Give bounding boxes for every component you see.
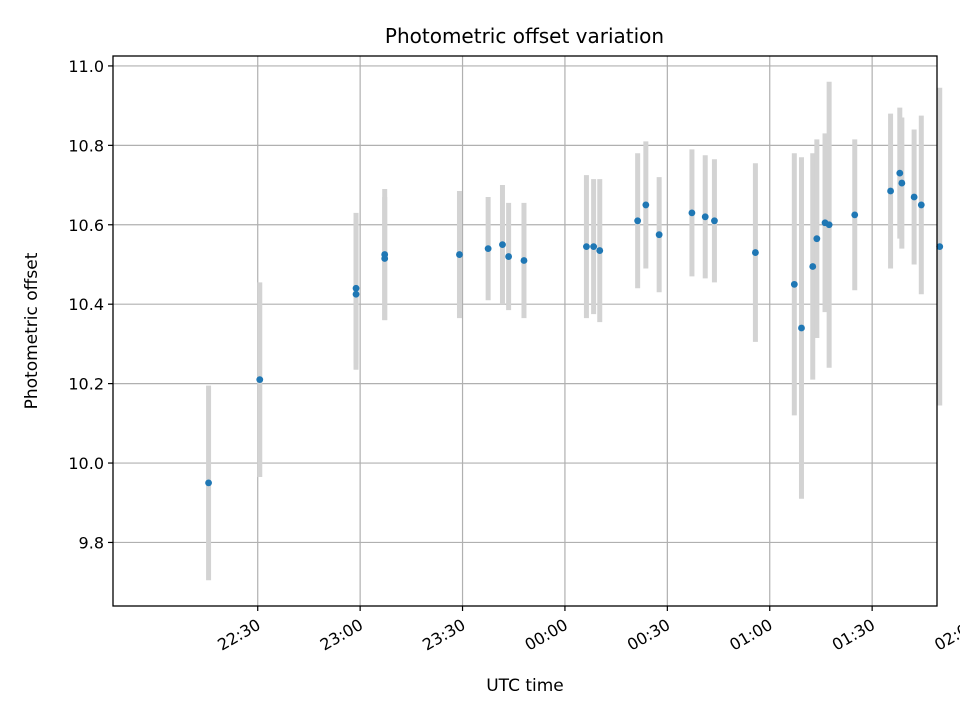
data-point	[688, 209, 696, 217]
y-axis-label: Photometric offset	[22, 252, 42, 409]
data-point	[809, 263, 817, 270]
y-tick-label: 10.8	[68, 136, 104, 155]
data-point	[520, 257, 528, 264]
data-point	[936, 243, 944, 251]
y-tick-label: 9.8	[79, 533, 104, 552]
data-point	[896, 169, 904, 177]
data-point	[798, 324, 805, 332]
data-point	[596, 247, 604, 254]
data-point	[634, 217, 642, 225]
data-point	[484, 245, 492, 252]
data-point	[910, 193, 918, 201]
grid-layer	[113, 56, 937, 606]
y-tick-label: 10.0	[68, 454, 104, 473]
data-point	[352, 290, 360, 298]
data-point	[256, 376, 264, 384]
y-tick-label: 10.4	[68, 295, 104, 314]
data-point	[642, 201, 650, 209]
y-tick-label: 10.2	[68, 375, 104, 394]
data-point	[590, 243, 598, 251]
data-point	[456, 251, 463, 258]
data-point	[898, 179, 906, 187]
data-point	[583, 243, 590, 251]
data-point	[352, 284, 360, 292]
point-layer	[205, 169, 944, 487]
plot-frame	[112, 55, 938, 607]
data-point	[790, 280, 798, 288]
data-point	[655, 231, 663, 239]
data-point	[813, 235, 821, 243]
data-point	[825, 221, 833, 229]
data-point	[887, 187, 894, 195]
data-point	[917, 201, 925, 209]
data-point	[752, 249, 759, 256]
data-point	[205, 479, 212, 487]
data-point	[499, 241, 506, 249]
data-point	[851, 211, 859, 219]
data-point	[711, 217, 718, 225]
data-point	[505, 253, 513, 260]
y-tick-label: 11.0	[68, 57, 104, 76]
data-point	[701, 213, 709, 221]
y-tick-label: 10.6	[68, 216, 104, 235]
x-axis-label: UTC time	[486, 676, 564, 696]
data-point	[381, 255, 389, 262]
chart-title: Photometric offset variation	[385, 24, 664, 48]
